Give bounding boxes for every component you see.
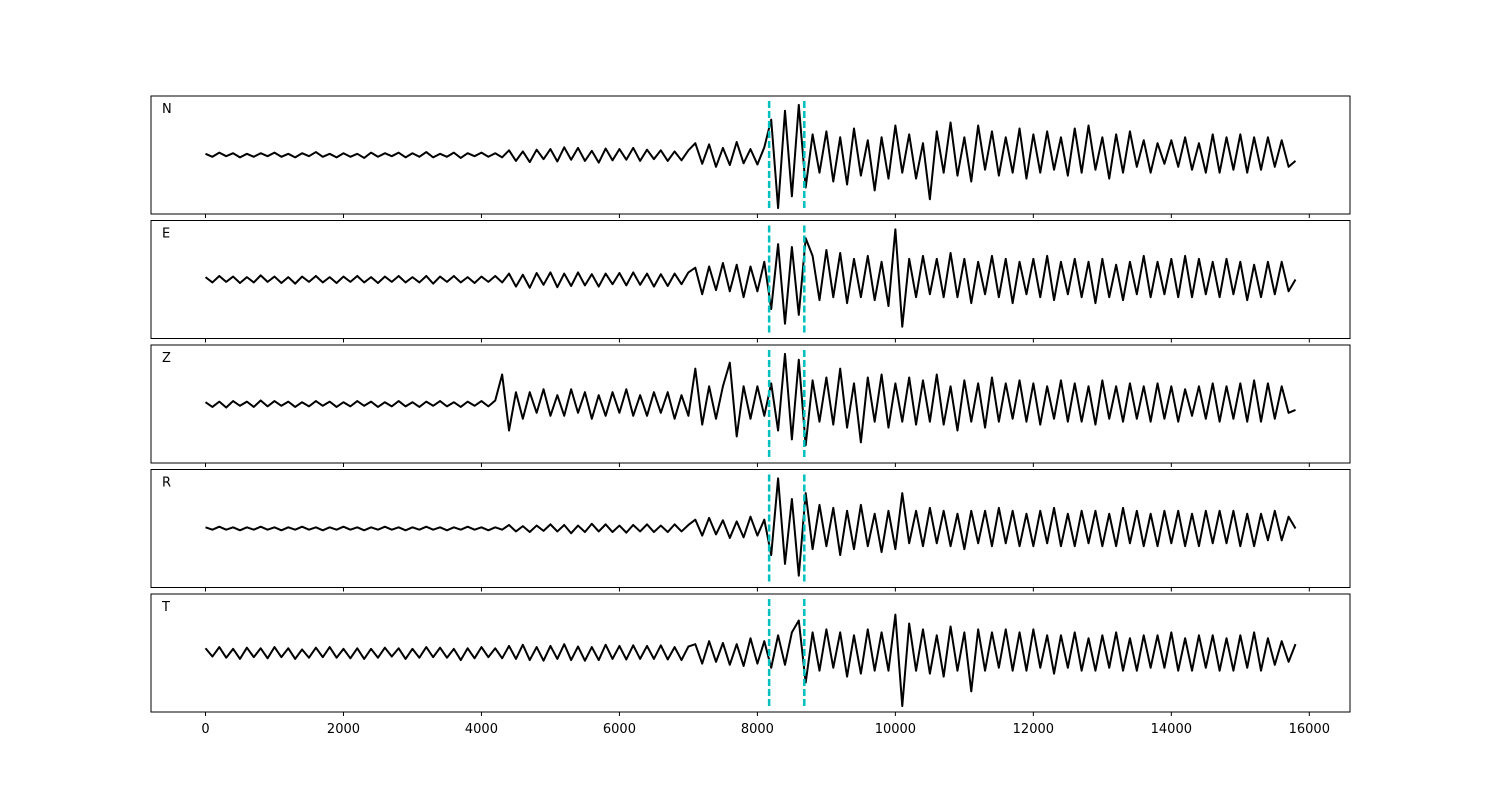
- trace: [204, 228, 1297, 328]
- x-tick-label: 8000: [741, 722, 774, 737]
- x-tick-label: 4000: [465, 722, 498, 737]
- trace: [205, 477, 1297, 577]
- x-tick-label: 14000: [1151, 722, 1192, 737]
- x-tick-label: 0: [201, 722, 209, 737]
- trace: [205, 103, 1297, 210]
- panel-frame: [150, 469, 1351, 588]
- panel-label: Z: [162, 351, 171, 366]
- trace: [204, 613, 1297, 708]
- panel-frame: [150, 344, 1351, 464]
- x-tick-label: 2000: [327, 722, 360, 737]
- x-tick-label: 6000: [603, 722, 636, 737]
- panel-frame: [150, 220, 1351, 339]
- panel-frame: [150, 593, 1351, 713]
- panel-label: R: [162, 476, 171, 491]
- trace: [204, 352, 1296, 447]
- x-tick-label: 12000: [1013, 722, 1054, 737]
- x-tick-label: 16000: [1289, 722, 1330, 737]
- x-tick-label: 10000: [875, 722, 916, 737]
- panel-label: N: [162, 102, 172, 117]
- panel-frame: [150, 95, 1351, 215]
- panel-label: E: [162, 227, 170, 242]
- panel-label: T: [161, 600, 170, 615]
